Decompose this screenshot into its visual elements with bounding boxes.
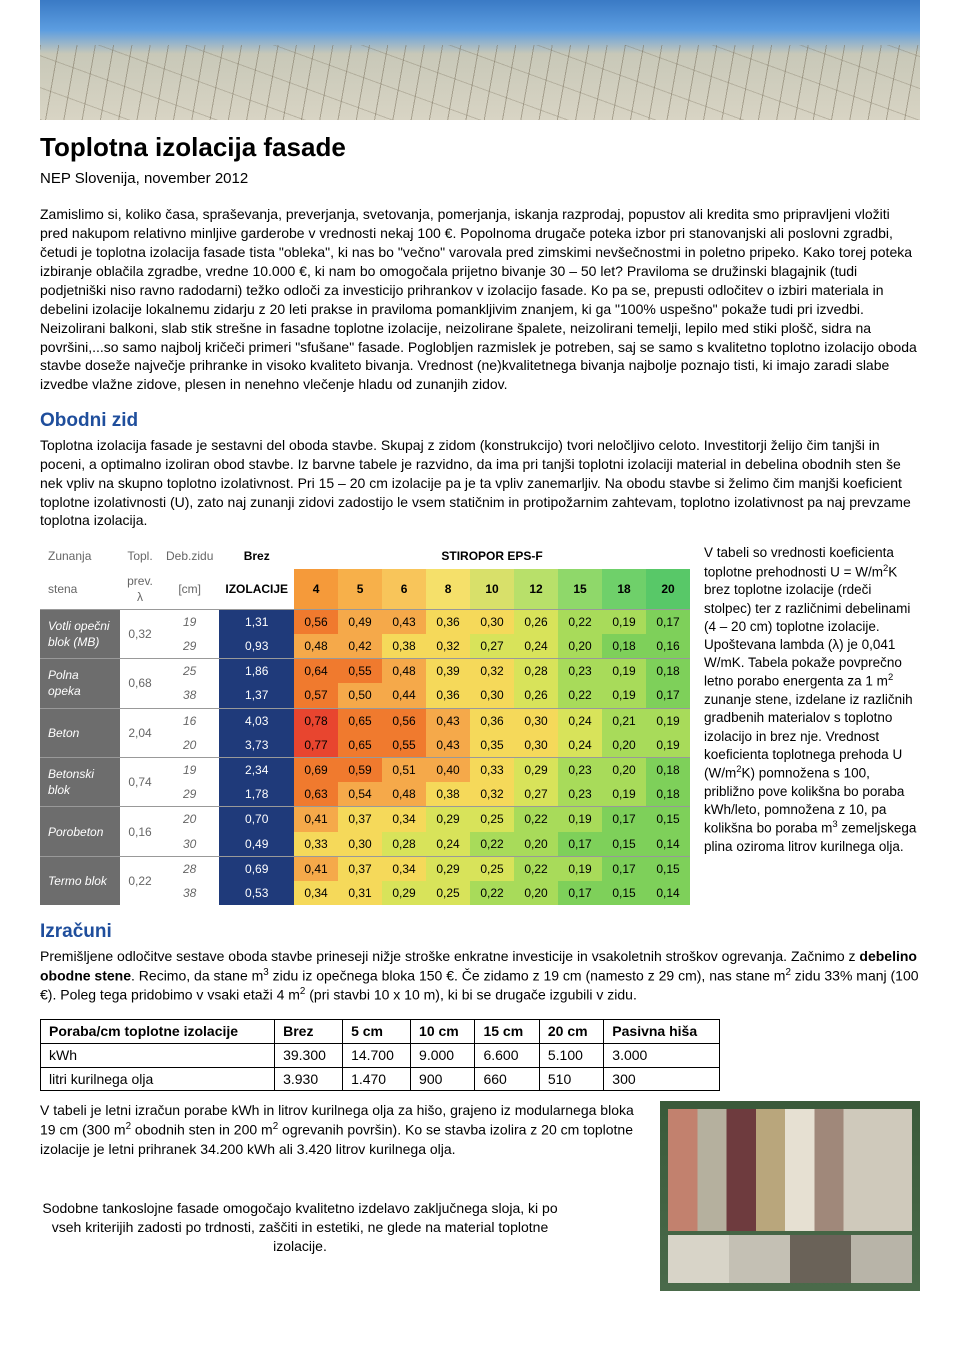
table-side-text: V tabeli so vrednosti koeficienta toplot… (704, 544, 920, 905)
facade-samples-image (660, 1101, 920, 1291)
section-izracuni-para: Premišljene odločitve sestave oboda stav… (40, 947, 920, 1005)
intro-paragraph: Zamislimo si, koliko časa, spraševanja, … (40, 205, 920, 394)
header-banner-image (40, 0, 920, 120)
footer-paragraph: V tabeli je letni izračun porabe kWh in … (40, 1101, 640, 1158)
page-title: Toplotna izolacija fasade (40, 130, 920, 165)
footer-caption: Sodobne tankoslojne fasade omogočajo kva… (40, 1199, 560, 1256)
section-obodni-zid-para: Toplotna izolacija fasade je sestavni de… (40, 436, 920, 530)
u-value-heat-table: ZunanjaTopl.Deb.ziduBrezSTIROPOR EPS-Fst… (40, 544, 690, 905)
page-subtitle: NEP Slovenija, november 2012 (40, 169, 920, 189)
section-izracuni-title: Izračuni (40, 919, 920, 945)
consumption-table: Poraba/cm toplotne izolacijeBrez5 cm10 c… (40, 1019, 720, 1092)
section-obodni-zid-title: Obodni zid (40, 408, 920, 434)
